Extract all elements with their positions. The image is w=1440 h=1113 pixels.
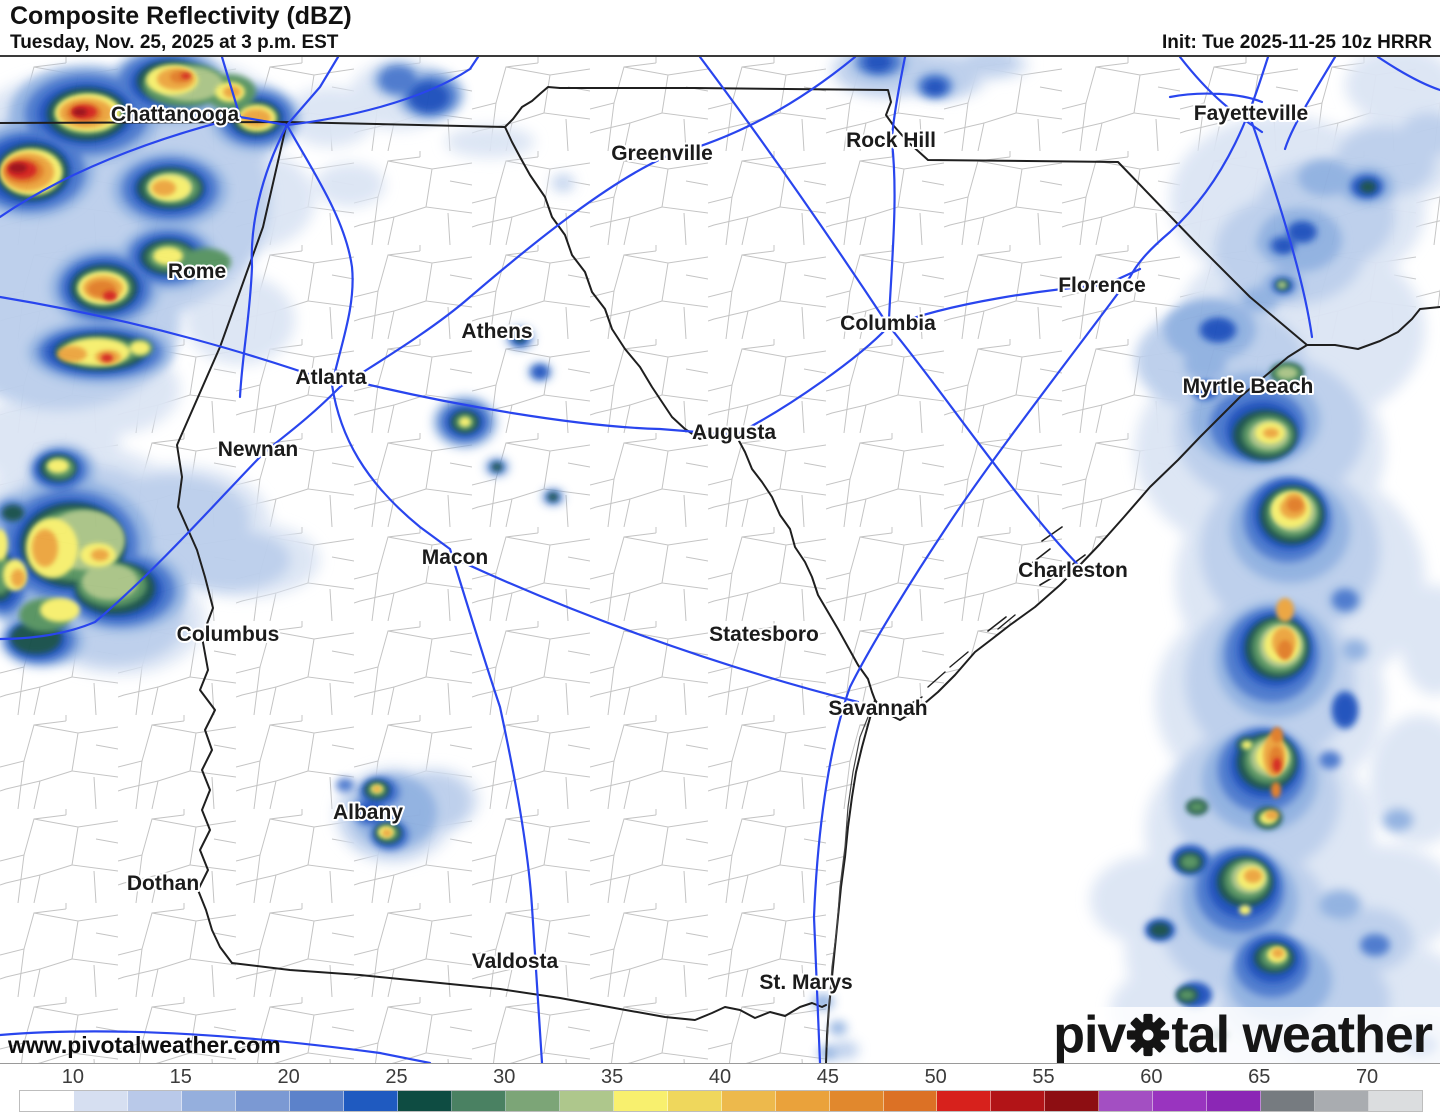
colorbar-tick: 40: [708, 1066, 732, 1088]
logo-text-tal-weather: tal weather: [1171, 1006, 1433, 1064]
colorbar-cell: [991, 1091, 1046, 1111]
city-label-augusta: Augusta: [692, 421, 776, 444]
city-label-macon: Macon: [422, 546, 489, 569]
colorbar-tick: 70: [1355, 1066, 1379, 1088]
city-label-newnan: Newnan: [218, 438, 299, 461]
watermark-url: www.pivotalweather.com: [8, 1032, 281, 1058]
page-title: Composite Reflectivity (dBZ): [10, 2, 352, 30]
colorbar-cell: [505, 1091, 560, 1111]
valid-time-label: Tuesday, Nov. 25, 2025 at 3 p.m. EST: [10, 32, 339, 53]
colorbar-cell: [1099, 1091, 1154, 1111]
colorbar-tick: 65: [1248, 1066, 1271, 1088]
colorbar-cell: [1153, 1091, 1208, 1111]
colorbar-tick: 35: [601, 1066, 624, 1088]
colorbar-tick: 20: [277, 1066, 300, 1088]
colorbar-cell: [343, 1091, 398, 1111]
colorbar-cell: [73, 1091, 128, 1111]
colorbar: 10 15 20 25 30 35 40 45 50 55 60 65 70: [0, 1063, 1440, 1113]
colorbar-cell: [289, 1091, 344, 1111]
colorbar-cell: [829, 1091, 884, 1111]
colorbar-cell: [1261, 1091, 1316, 1111]
city-label-dothan: Dothan: [127, 872, 199, 895]
colorbar-cell: [1315, 1091, 1370, 1111]
colorbar-cells: [19, 1090, 1423, 1112]
city-label-savannah: Savannah: [828, 697, 927, 720]
city-label-myrtle-beach: Myrtle Beach: [1183, 375, 1314, 398]
colorbar-cell: [775, 1091, 830, 1111]
city-label-rock-hill: Rock Hill: [846, 129, 936, 152]
radar-level-55: [9, 108, 87, 173]
radar-map: Chattanooga Rome Atlanta Athens Newnan Macon C…: [0, 57, 1440, 1063]
logo-text-piv: piv: [1053, 1006, 1126, 1064]
city-label-athens: Athens: [461, 320, 532, 343]
city-label-greenville: Greenville: [611, 142, 713, 165]
city-label-st-marys: St. Marys: [759, 971, 852, 994]
colorbar-cell: [613, 1091, 668, 1111]
city-label-rome: Rome: [168, 260, 226, 283]
interstate-roads: [0, 57, 1440, 1063]
city-label-charleston: Charleston: [1018, 559, 1128, 582]
colorbar-tick: 50: [924, 1066, 947, 1088]
colorbar-tick: 30: [493, 1066, 516, 1088]
colorbar-cell: [451, 1091, 506, 1111]
model-init-label: Init: Tue 2025-11-25 10z HRRR: [1162, 32, 1432, 53]
city-labels: Chattanooga Rome Atlanta Athens Newnan Macon C…: [109, 100, 1316, 996]
colorbar-cell: [559, 1091, 614, 1111]
city-label-valdosta: Valdosta: [472, 950, 559, 973]
city-label-fayetteville: Fayetteville: [1194, 102, 1308, 125]
gear-icon: [1127, 1013, 1170, 1057]
colorbar-cell: [181, 1091, 236, 1111]
colorbar-tick: 55: [1032, 1066, 1055, 1088]
colorbar-cell: [667, 1091, 722, 1111]
colorbar-tick: 15: [169, 1066, 192, 1088]
colorbar-cell: [883, 1091, 938, 1111]
city-label-albany: Albany: [333, 801, 403, 824]
colorbar-tick: 45: [816, 1066, 839, 1088]
city-label-florence: Florence: [1058, 274, 1146, 297]
radar-layer: [0, 57, 1440, 1063]
colorbar-cell: [397, 1091, 452, 1111]
city-label-atlanta: Atlanta: [295, 366, 366, 389]
city-label-columbus: Columbus: [177, 623, 280, 646]
city-label-statesboro: Statesboro: [709, 623, 819, 646]
colorbar-cell: [1045, 1091, 1100, 1111]
city-label-columbia: Columbia: [840, 312, 936, 335]
colorbar-tick: 60: [1140, 1066, 1163, 1088]
state-borders: [0, 86, 1440, 1063]
colorbar-cell: [235, 1091, 290, 1111]
colorbar-tick: 10: [61, 1066, 85, 1088]
colorbar-cell: [721, 1091, 776, 1111]
colorbar-cell: [127, 1091, 182, 1111]
colorbar-cell: [1369, 1091, 1423, 1111]
colorbar-cell: [1207, 1091, 1262, 1111]
pivotal-weather-logo: piv tal weather: [1002, 1007, 1440, 1063]
colorbar-cell: [937, 1091, 992, 1111]
city-label-chattanooga: Chattanooga: [111, 103, 240, 126]
map-header: Composite Reflectivity (dBZ) Tuesday, No…: [0, 0, 1440, 57]
colorbar-cell: [20, 1091, 74, 1111]
colorbar-tick: 25: [385, 1066, 408, 1088]
